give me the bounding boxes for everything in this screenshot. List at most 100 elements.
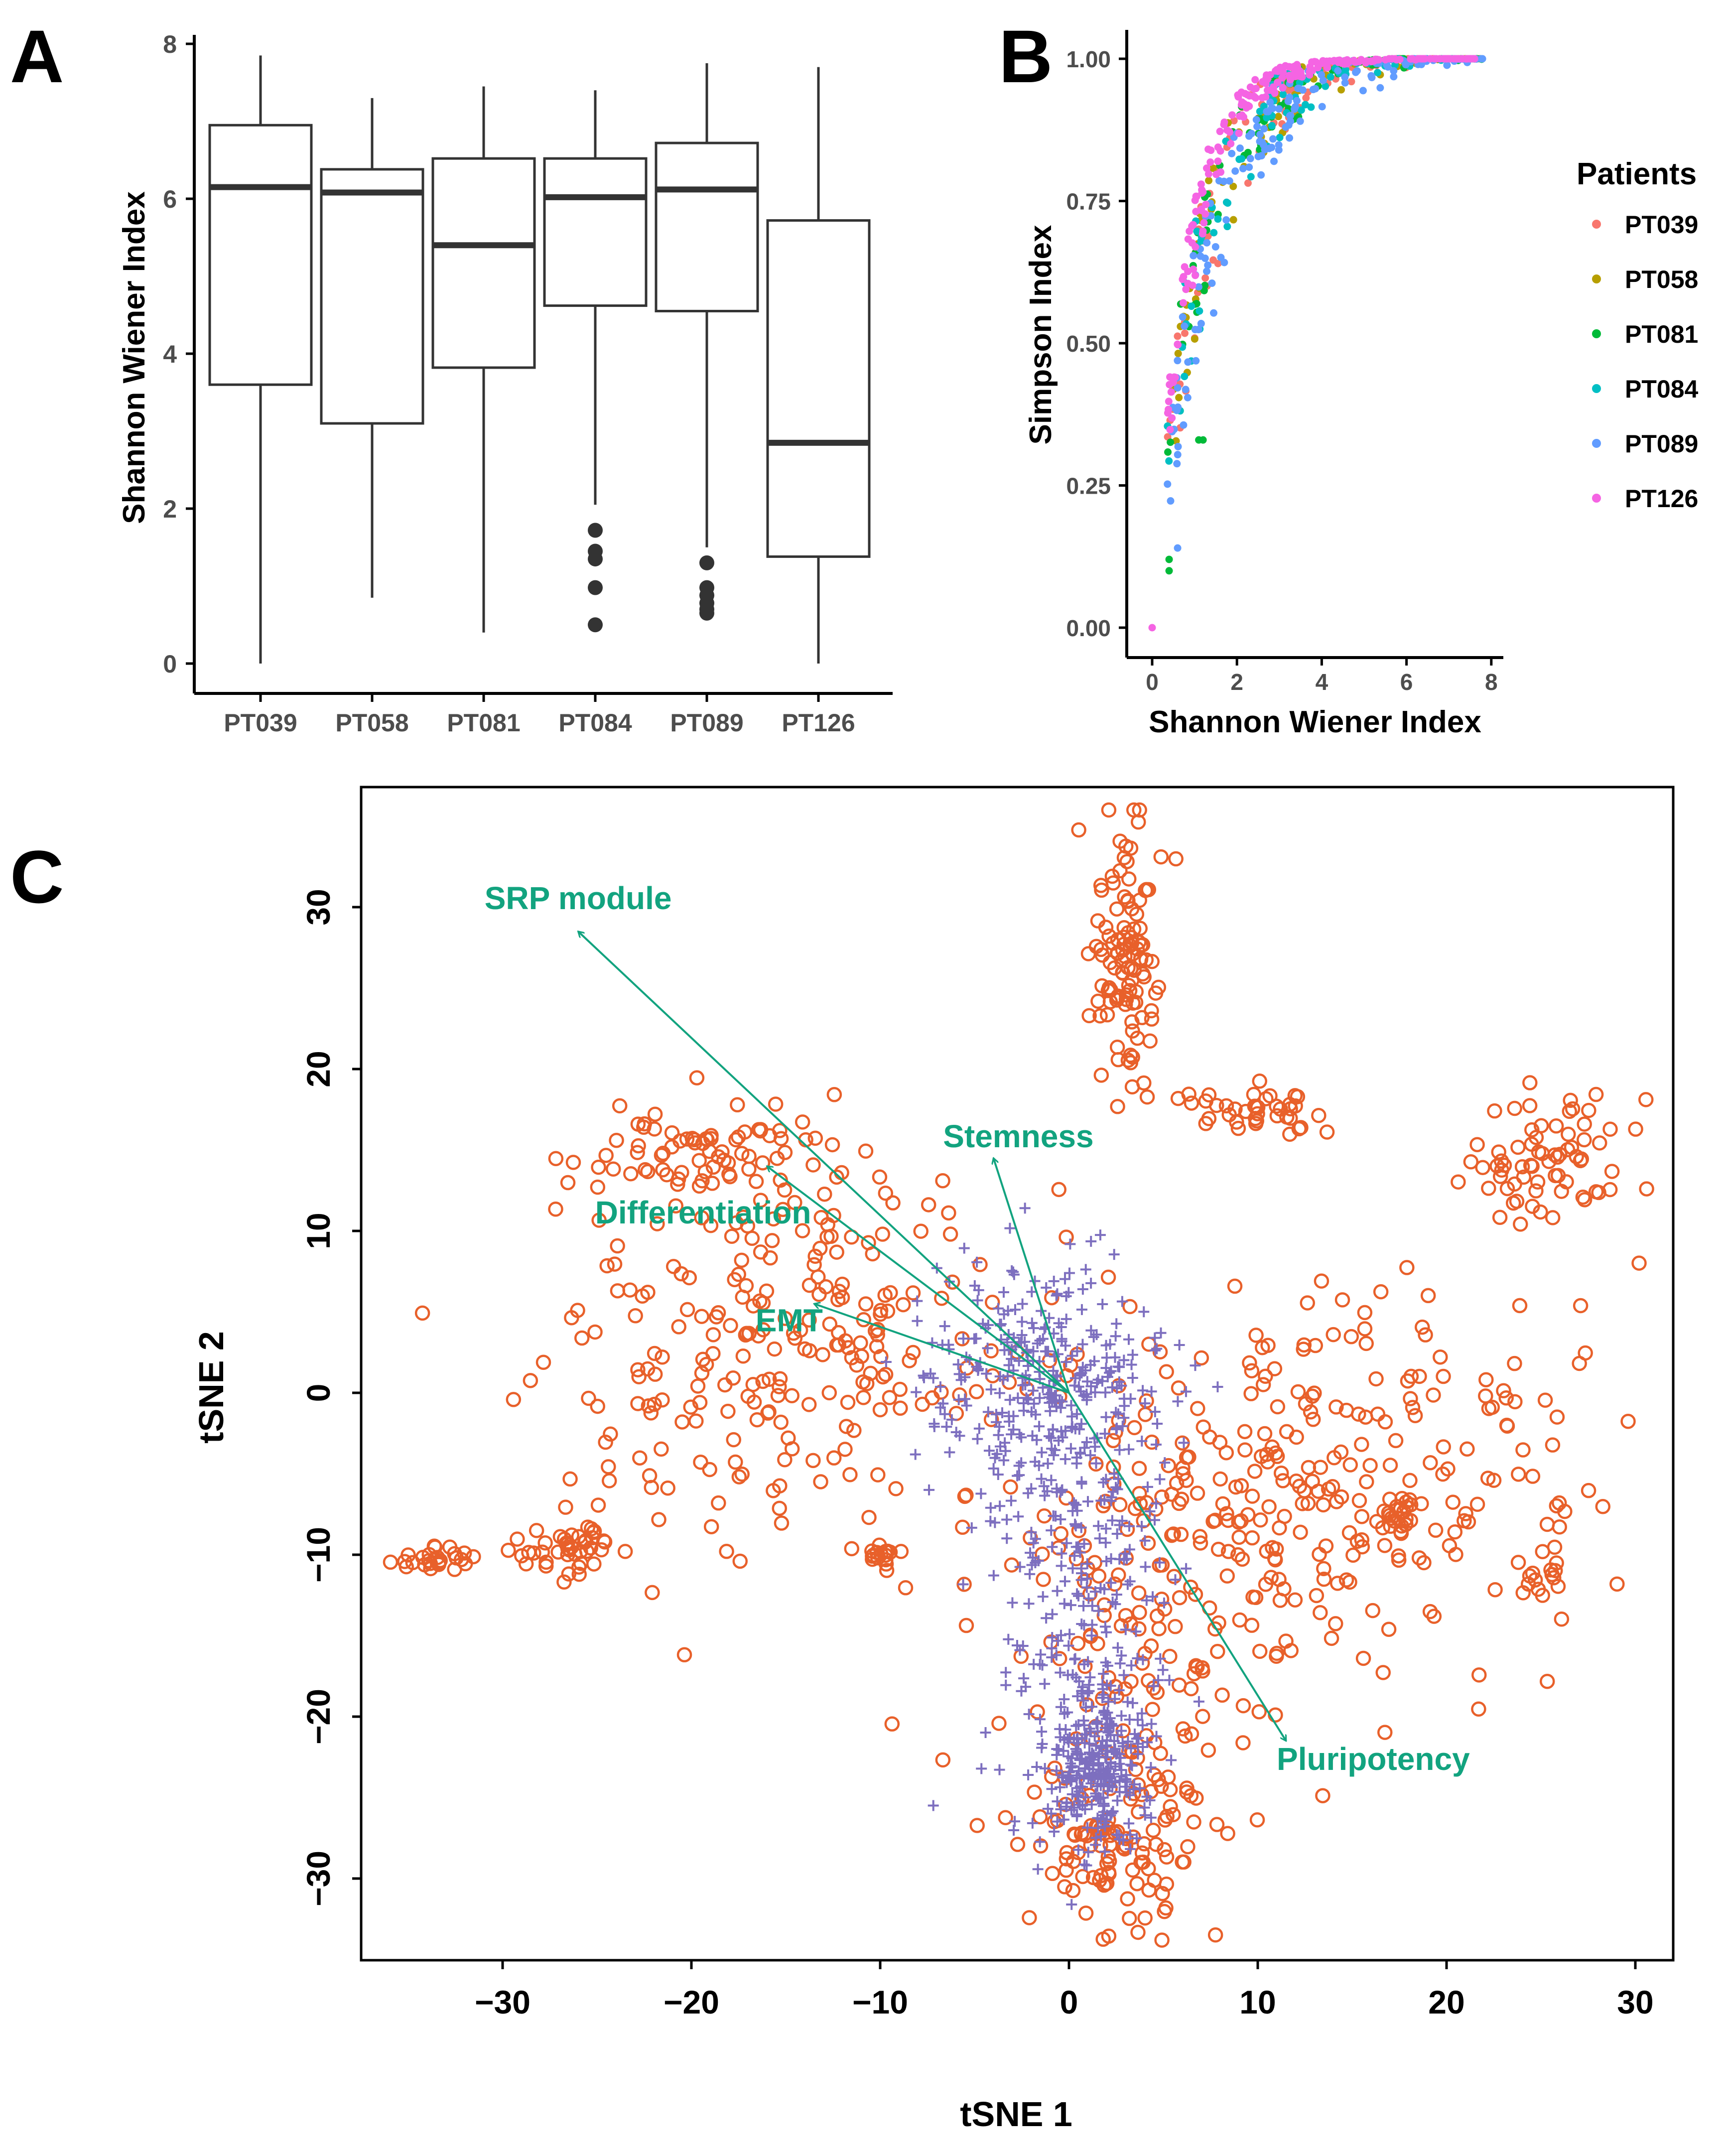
scatter-point: [1390, 73, 1398, 81]
orange-point: [969, 1384, 984, 1399]
purple-point: [1127, 1372, 1138, 1383]
orange-point: [1524, 1122, 1540, 1138]
purple-point: [1014, 1561, 1026, 1573]
orange-point: [888, 1481, 904, 1496]
purple-point: [1048, 1450, 1060, 1461]
orange-point: [603, 1426, 618, 1442]
orange-point: [1292, 1479, 1308, 1494]
orange-point: [1300, 1295, 1315, 1311]
orange-point: [1088, 1456, 1104, 1472]
purple-point: [1142, 1481, 1153, 1492]
orange-point: [623, 1166, 639, 1182]
orange-point: [1405, 1400, 1421, 1415]
orange-point: [738, 1278, 754, 1294]
purple-point: [1039, 1762, 1051, 1774]
orange-point: [1101, 1928, 1117, 1944]
scatter-point: [1338, 59, 1346, 67]
purple-point: [1037, 1738, 1048, 1750]
orange-point: [1243, 1386, 1259, 1401]
orange-point: [1300, 1495, 1316, 1511]
scatter-point: [1334, 67, 1342, 75]
orange-point: [1159, 1364, 1174, 1379]
orange-point: [1403, 1368, 1419, 1384]
outlier-point: [588, 523, 603, 538]
purple-point: [958, 1242, 970, 1254]
series-PT126: [1164, 55, 1478, 433]
orange-point: [1133, 1855, 1149, 1870]
purple-point: [1125, 1759, 1136, 1770]
orange-point: [1436, 1439, 1451, 1455]
orange-point: [599, 1258, 615, 1274]
orange-point: [755, 1373, 771, 1389]
orange-point: [811, 1287, 827, 1302]
scatter-point: [1167, 388, 1175, 396]
orange-point: [1267, 1361, 1283, 1376]
orange-points: [383, 802, 1654, 1948]
orange-point: [521, 1545, 536, 1560]
orange-point: [1481, 1181, 1496, 1196]
orange-point: [1210, 1643, 1225, 1659]
purple-point: [1081, 1822, 1093, 1833]
purple-point: [1125, 1743, 1137, 1754]
orange-point: [1389, 1499, 1405, 1514]
orange-point: [1136, 1075, 1152, 1091]
orange-point: [1134, 1010, 1150, 1026]
purple-point: [1108, 1736, 1120, 1747]
orange-point: [1510, 1555, 1526, 1570]
orange-point: [721, 1166, 737, 1182]
scatter-point: [1191, 196, 1199, 204]
legend: Patients PT039 PT058 PT081 PT084 PT089 PT126: [1577, 157, 1699, 513]
purple-point: [1062, 1707, 1073, 1718]
orange-point: [581, 1390, 596, 1406]
orange-point: [1515, 1585, 1531, 1601]
orange-point: [1053, 1526, 1069, 1542]
orange-point: [1120, 894, 1136, 909]
legend-swatch: [1592, 439, 1601, 448]
orange-point: [1375, 1665, 1391, 1680]
scatter-point: [1182, 386, 1190, 394]
vector-pluripotency: Pluripotency: [1068, 1392, 1470, 1777]
orange-point: [1313, 1460, 1328, 1475]
purple-point: [1092, 1520, 1104, 1532]
orange-point: [875, 1369, 891, 1385]
orange-point: [1333, 1489, 1349, 1505]
purple-point: [1071, 1789, 1083, 1801]
purple-point: [1082, 1847, 1094, 1858]
orange-point: [691, 1153, 707, 1168]
orange-point: [837, 1333, 853, 1349]
scatter-point: [1297, 68, 1305, 76]
orange-point: [734, 1252, 750, 1268]
orange-point: [844, 1541, 860, 1557]
purple-point: [1027, 1430, 1038, 1442]
purple-point: [1069, 1550, 1080, 1562]
orange-point: [1451, 1174, 1466, 1190]
orange-point: [1193, 1535, 1208, 1551]
orange-point: [1278, 1633, 1294, 1649]
orange-point: [398, 1559, 414, 1575]
legend-items: PT039 PT058 PT081 PT084 PT089 PT126: [1592, 211, 1699, 513]
purple-point: [1066, 1899, 1077, 1910]
scatter-point: [1276, 134, 1284, 141]
purple-point: [1034, 1714, 1046, 1725]
scatter-point: [1238, 155, 1246, 163]
orange-point: [601, 1459, 616, 1475]
scatter-point: [1443, 55, 1451, 63]
orange-point: [1525, 1565, 1541, 1581]
orange-point: [501, 1542, 516, 1558]
purple-point: [1051, 1486, 1062, 1498]
orange-point: [609, 1132, 624, 1148]
orange-point: [630, 1362, 646, 1377]
orange-point: [1168, 851, 1184, 867]
orange-point: [1305, 1388, 1320, 1404]
purple-point: [992, 1469, 1004, 1480]
purple-point: [973, 1284, 984, 1296]
purple-point: [1056, 1426, 1067, 1437]
vector-srp-module: SRP module: [485, 880, 1070, 1394]
purple-point: [1067, 1505, 1078, 1517]
orange-point: [1147, 1873, 1162, 1888]
scatter-point: [1180, 273, 1188, 281]
orange-point: [573, 1556, 589, 1571]
orange-point: [1341, 1525, 1357, 1541]
orange-point: [594, 1542, 609, 1558]
purple-point: [1124, 1789, 1136, 1801]
